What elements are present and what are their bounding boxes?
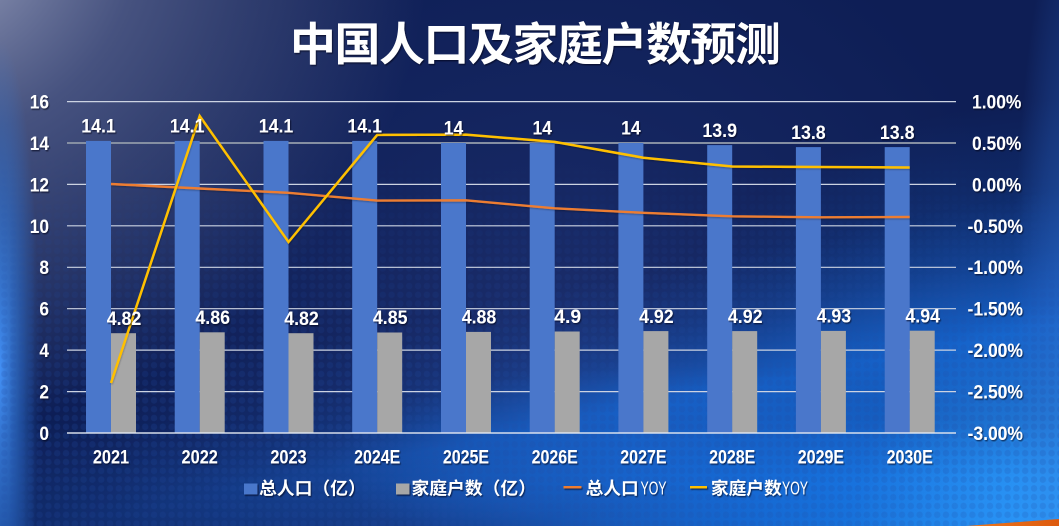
- svg-text:6: 6: [39, 300, 49, 321]
- svg-text:YOY: YOY: [641, 478, 667, 499]
- svg-text:14.1: 14.1: [81, 117, 116, 138]
- svg-text:14.1: 14.1: [170, 117, 205, 138]
- svg-text:14.1: 14.1: [259, 117, 294, 138]
- svg-text:8: 8: [39, 258, 49, 279]
- svg-text:4.9: 4.9: [554, 307, 581, 328]
- svg-text:YOY: YOY: [782, 478, 808, 499]
- svg-text:4.85: 4.85: [373, 308, 408, 329]
- svg-text:12: 12: [30, 175, 49, 196]
- svg-text:4.92: 4.92: [639, 307, 674, 328]
- svg-text:-3.00%: -3.00%: [968, 424, 1024, 445]
- svg-text:2: 2: [39, 383, 49, 404]
- svg-text:0.00%: 0.00%: [972, 175, 1021, 196]
- svg-text:1.00%: 1.00%: [972, 93, 1021, 114]
- svg-text:14: 14: [532, 119, 552, 140]
- svg-text:0.50%: 0.50%: [972, 134, 1021, 155]
- svg-text:-1.50%: -1.50%: [968, 300, 1024, 321]
- svg-text:10: 10: [30, 217, 49, 238]
- svg-text:2023: 2023: [270, 448, 306, 469]
- svg-text:16: 16: [30, 93, 49, 114]
- svg-text:4.82: 4.82: [284, 309, 319, 330]
- svg-text:0: 0: [39, 424, 49, 445]
- svg-text:-1.00%: -1.00%: [968, 258, 1024, 279]
- svg-text:14: 14: [444, 119, 464, 140]
- svg-text:2025E: 2025E: [443, 448, 489, 469]
- svg-text:13.8: 13.8: [791, 123, 826, 144]
- svg-text:4.94: 4.94: [905, 306, 940, 327]
- svg-text:-2.00%: -2.00%: [968, 341, 1024, 362]
- svg-text:4.82: 4.82: [107, 309, 142, 330]
- svg-text:-2.50%: -2.50%: [968, 383, 1024, 404]
- svg-text:2030E: 2030E: [887, 448, 933, 469]
- svg-text:2026E: 2026E: [532, 448, 578, 469]
- svg-text:4.88: 4.88: [462, 308, 497, 329]
- svg-text:4: 4: [39, 341, 49, 362]
- svg-text:4.93: 4.93: [817, 307, 852, 328]
- svg-text:2024E: 2024E: [354, 448, 400, 469]
- svg-text:2021: 2021: [93, 448, 130, 469]
- svg-text:-0.50%: -0.50%: [968, 217, 1024, 238]
- svg-text:2027E: 2027E: [620, 448, 666, 469]
- svg-text:2029E: 2029E: [798, 448, 844, 469]
- svg-text:13.9: 13.9: [702, 121, 737, 142]
- svg-text:2022: 2022: [182, 448, 218, 469]
- svg-text:4.86: 4.86: [195, 308, 230, 329]
- svg-text:4.92: 4.92: [728, 307, 763, 328]
- svg-text:13.8: 13.8: [880, 123, 915, 144]
- svg-text:2028E: 2028E: [709, 448, 755, 469]
- svg-text:14: 14: [30, 134, 50, 155]
- svg-text:14.1: 14.1: [347, 117, 382, 138]
- svg-text:14: 14: [621, 119, 641, 140]
